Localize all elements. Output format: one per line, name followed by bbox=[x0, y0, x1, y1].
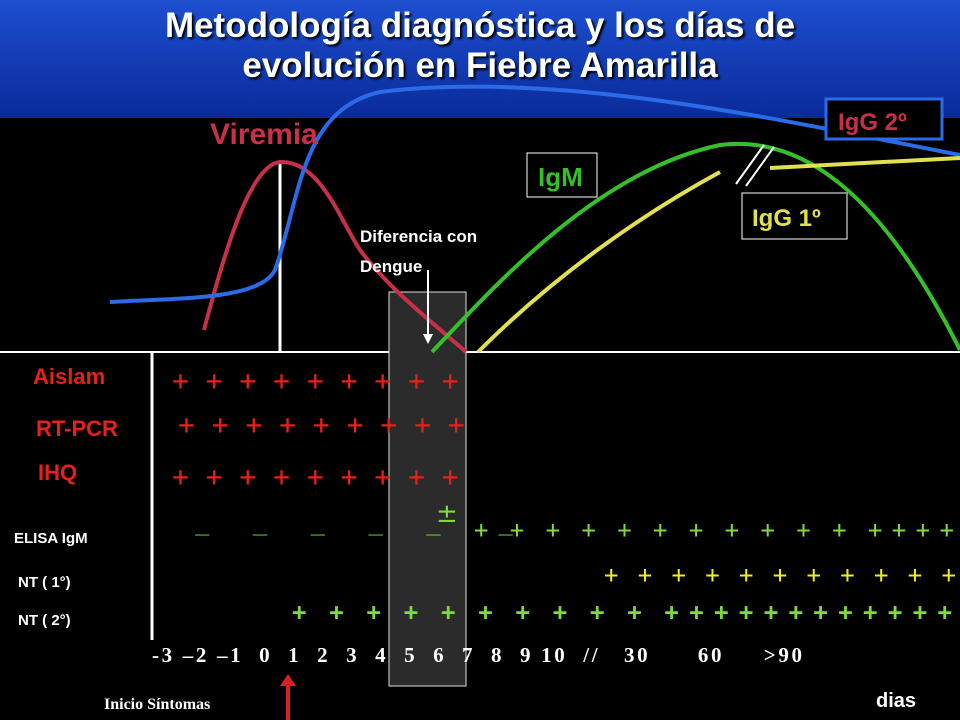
igg1-curve-continuation bbox=[769, 156, 960, 170]
elisa-equivocal-mark: ± bbox=[436, 499, 458, 529]
igg2-label: IgG 2º bbox=[838, 109, 907, 136]
annotation-arrowhead bbox=[423, 334, 433, 344]
dengue-annotation-line-2: Dengue bbox=[360, 257, 422, 276]
title-line-1: Metodología diagnóstica y los días de bbox=[164, 6, 796, 45]
rtpcr-marks: + + + + + + + + + bbox=[178, 408, 465, 441]
viremia-curve bbox=[202, 159, 468, 354]
aislam-marks: + + + + + + + + + bbox=[172, 364, 459, 397]
title-line-2: evolución en Fiebre Amarilla bbox=[242, 46, 718, 85]
igg2-label-box bbox=[824, 97, 944, 141]
nt1-marks: + + + + + + + + + + + bbox=[604, 561, 956, 589]
onset-label: Inicio Síntomas bbox=[104, 696, 210, 713]
day-axis-labels: -3 –2 –1 0 1 2 3 4 5 6 7 8 9 10 // 30 60… bbox=[152, 643, 802, 667]
nt2-marks: + + + + + + + + + + + + + + + + + + + + … bbox=[292, 598, 952, 626]
nt1-label: NT ( 1°) bbox=[18, 574, 71, 591]
onset-arrowhead bbox=[280, 674, 296, 686]
igg2-curve bbox=[109, 84, 960, 304]
igm-label-box bbox=[526, 152, 598, 198]
days-label: dias bbox=[876, 690, 916, 712]
elisa-positive-marks: + + + + + + + + + + + + + + + bbox=[474, 516, 954, 544]
igg1-label: IgG 1º bbox=[752, 205, 821, 232]
dengue-difference-box bbox=[388, 291, 467, 687]
elisa-negative-marks: _ _ _ _ _ _ bbox=[195, 508, 513, 536]
slide-title: Metodología diagnóstica y los días de ev… bbox=[0, 6, 960, 86]
axis-break-mark bbox=[745, 146, 775, 187]
ihq-label: IHQ bbox=[38, 460, 77, 485]
axis-break-mark bbox=[735, 144, 765, 185]
igg1-label-box bbox=[741, 192, 848, 240]
dengue-annotation-line-1: Diferencia con bbox=[360, 227, 477, 246]
elisa-label: ELISA IgM bbox=[14, 530, 88, 547]
dengue-annotation: Diferencia con Dengue bbox=[360, 227, 482, 276]
rtpcr-label: RT-PCR bbox=[36, 416, 118, 441]
title-bar bbox=[0, 0, 960, 118]
nt2-label: NT ( 2°) bbox=[18, 612, 71, 629]
igm-curve bbox=[430, 141, 960, 354]
viremia-label: Viremia bbox=[210, 118, 318, 151]
igg1-curve bbox=[476, 170, 721, 354]
igm-label: IgM bbox=[538, 162, 583, 192]
aislam-label: Aislam bbox=[33, 364, 105, 389]
ihq-marks: + + + + + + + + + bbox=[172, 460, 459, 493]
